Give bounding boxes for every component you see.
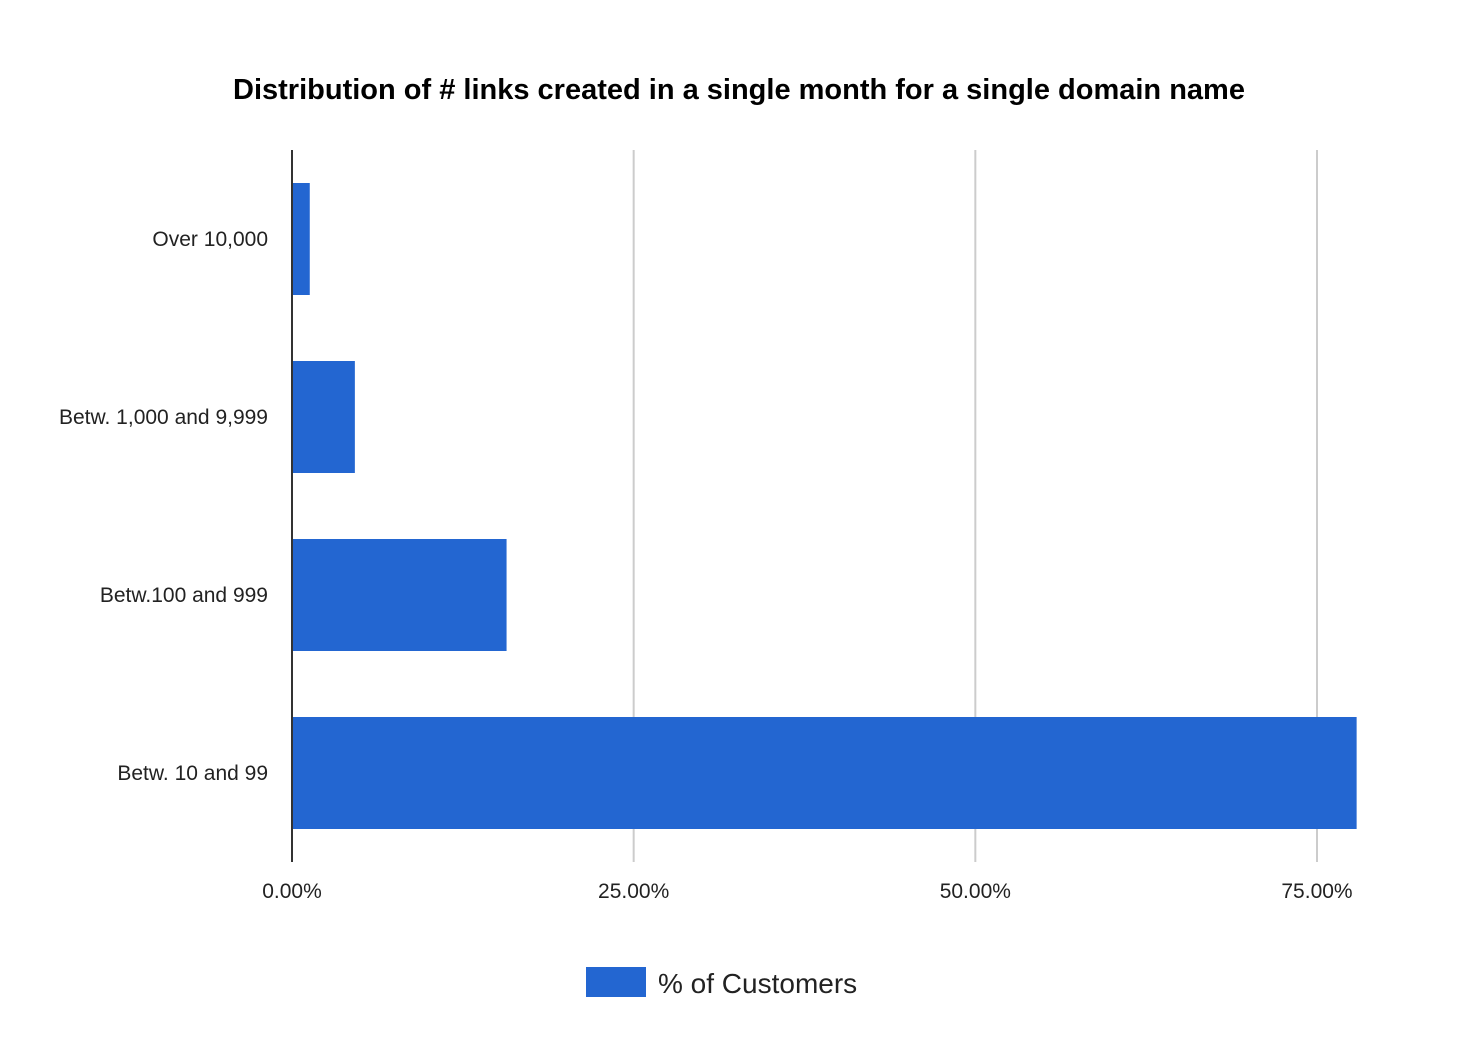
category-label: Over 10,000: [152, 228, 268, 251]
bar: [292, 183, 310, 295]
bar: [292, 717, 1357, 829]
category-label: Betw. 10 and 99: [117, 762, 268, 785]
category-label: Betw.100 and 999: [100, 584, 268, 607]
category-labels: Over 10,000 Betw. 1,000 and 9,999 Betw.100…: [59, 228, 268, 785]
bars: [292, 183, 1357, 829]
x-tick-label: 25.00%: [598, 880, 669, 903]
legend-label: % of Customers: [658, 968, 857, 999]
x-axis-ticks: 0.00% 25.00% 50.00% 75.00%: [262, 880, 1352, 903]
x-tick-label: 75.00%: [1281, 880, 1352, 903]
x-tick-label: 50.00%: [940, 880, 1011, 903]
bar: [292, 539, 507, 651]
legend: % of Customers: [586, 967, 857, 999]
legend-swatch: [586, 967, 646, 997]
category-label: Betw. 1,000 and 9,999: [59, 406, 268, 429]
bar: [292, 361, 355, 473]
x-tick-label: 0.00%: [262, 880, 322, 903]
chart-title: Distribution of # links created in a sin…: [233, 74, 1245, 106]
